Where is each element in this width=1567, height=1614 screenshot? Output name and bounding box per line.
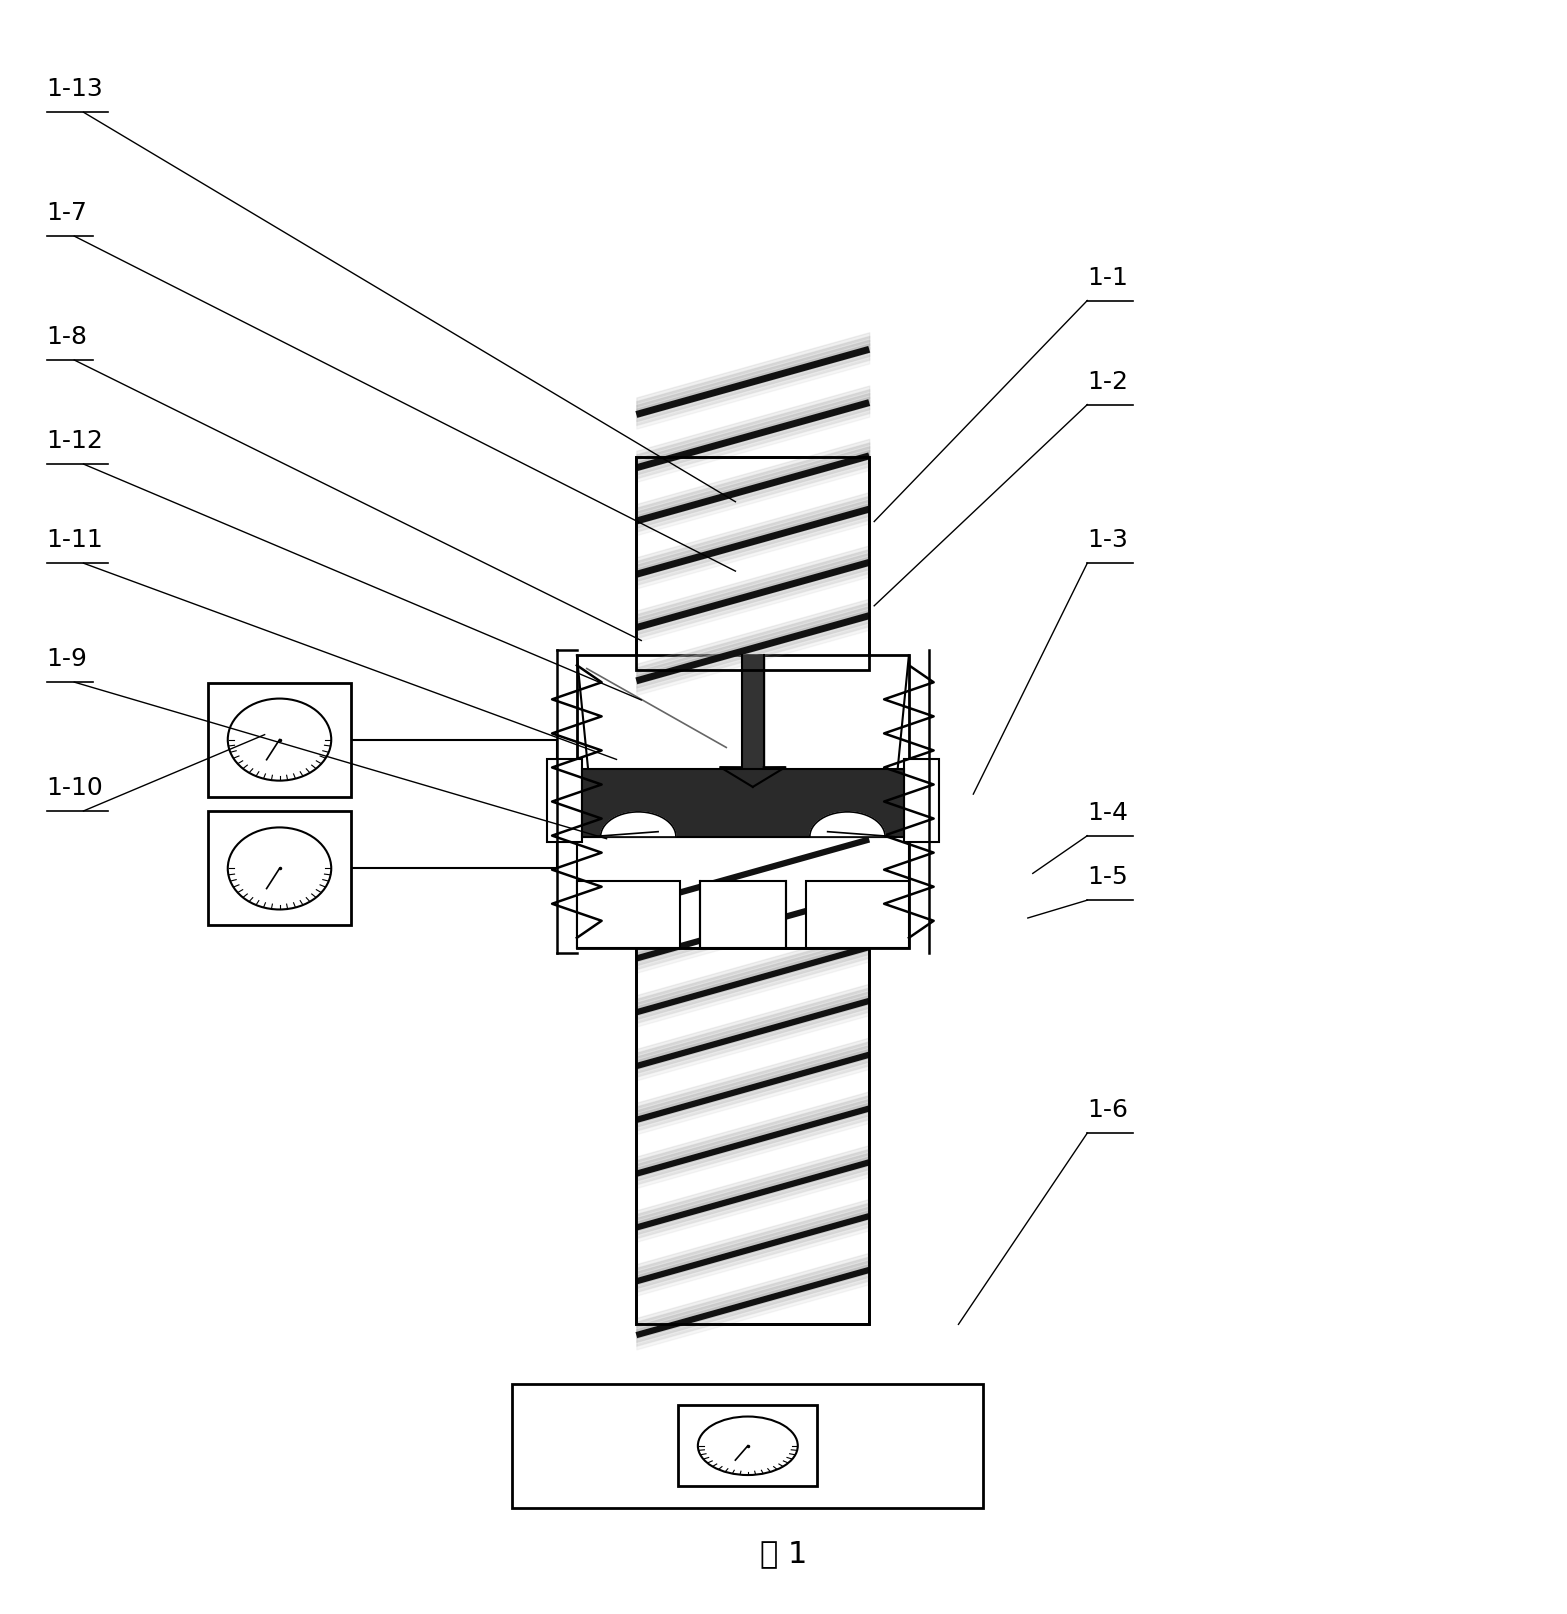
Bar: [577, 838, 909, 947]
Bar: [208, 812, 351, 926]
Bar: [805, 881, 909, 947]
Bar: [512, 1383, 983, 1507]
Bar: [547, 760, 581, 843]
Bar: [636, 458, 870, 671]
Text: 1-2: 1-2: [1087, 370, 1128, 394]
Bar: [636, 458, 870, 671]
Text: 1-7: 1-7: [47, 202, 88, 224]
Text: 1-10: 1-10: [47, 776, 103, 799]
Polygon shape: [600, 812, 675, 838]
Text: 1-12: 1-12: [47, 429, 103, 454]
Bar: [208, 683, 351, 797]
Text: 1-11: 1-11: [47, 528, 103, 552]
Bar: [581, 770, 904, 838]
Bar: [679, 1406, 818, 1486]
Ellipse shape: [227, 699, 331, 781]
Text: 1-5: 1-5: [1087, 865, 1128, 889]
Text: 1-9: 1-9: [47, 647, 88, 671]
Bar: [636, 947, 870, 1325]
Bar: [700, 881, 787, 947]
Text: 1-8: 1-8: [47, 324, 88, 349]
Bar: [577, 655, 909, 947]
Bar: [904, 760, 939, 843]
Text: 1-4: 1-4: [1087, 801, 1128, 825]
Text: 1-1: 1-1: [1087, 265, 1128, 289]
Text: 图 1: 图 1: [760, 1538, 807, 1567]
Bar: [636, 947, 870, 1325]
Text: 1-13: 1-13: [47, 77, 103, 102]
Ellipse shape: [227, 828, 331, 910]
Text: 1-3: 1-3: [1087, 528, 1128, 552]
Polygon shape: [810, 812, 885, 838]
Text: 1-6: 1-6: [1087, 1098, 1128, 1122]
Bar: [577, 881, 680, 947]
Ellipse shape: [697, 1417, 798, 1475]
